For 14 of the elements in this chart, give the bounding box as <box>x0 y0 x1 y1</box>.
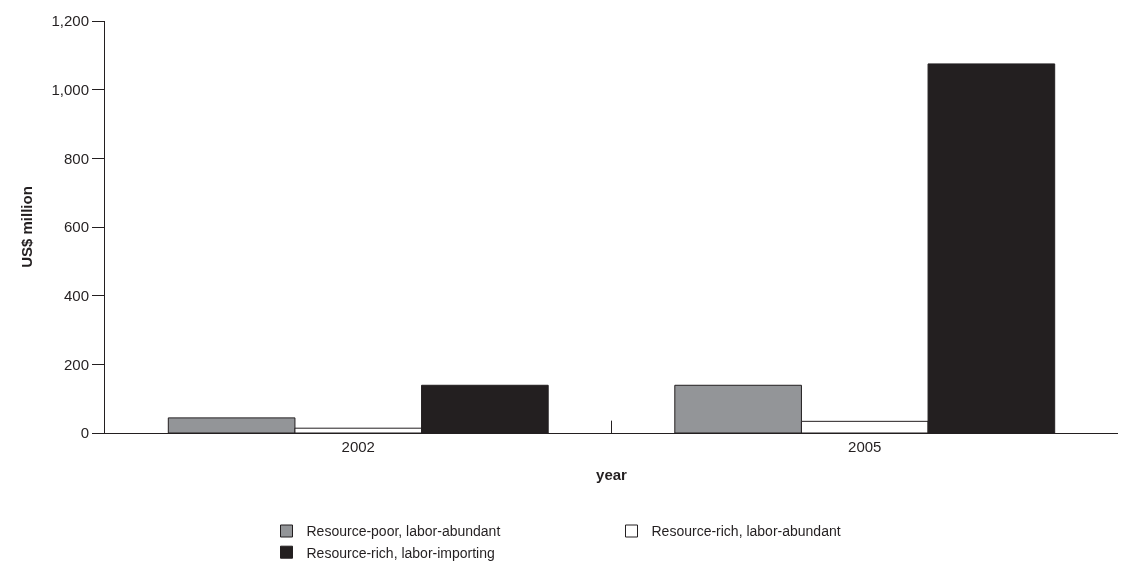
y-tick-label: 200 <box>63 355 89 373</box>
legend-label: Resource-rich, labor-importing <box>306 544 495 561</box>
y-tick-label: 800 <box>63 149 89 167</box>
y-tick-label: 600 <box>63 218 89 236</box>
y-tick-label: 1,000 <box>51 80 89 98</box>
y-tick-label: 1,200 <box>51 12 89 30</box>
x-tick-label: 2005 <box>848 438 882 455</box>
legend-label: Resource-rich, labor-abundant <box>651 523 841 540</box>
y-axis-title: US$ million <box>17 186 35 268</box>
x-tick-label: 2002 <box>341 438 375 455</box>
x-axis-title: year <box>596 466 628 483</box>
legend-label: Resource-poor, labor-abundant <box>306 523 501 540</box>
y-tick-label: 0 <box>80 424 89 442</box>
y-tick-label: 400 <box>63 286 89 304</box>
